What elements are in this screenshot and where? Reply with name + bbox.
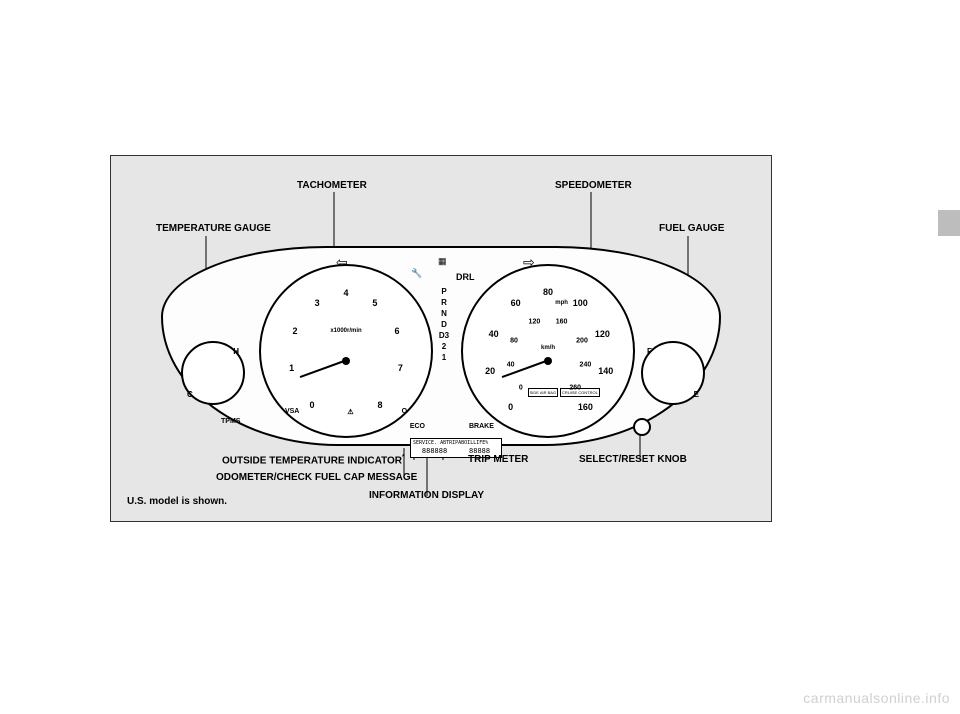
box-airbag: SIDE AIR BAG bbox=[528, 388, 558, 397]
mph-unit: mph bbox=[555, 300, 568, 306]
eco-label: ECO bbox=[410, 423, 425, 430]
tach-o: O bbox=[402, 408, 407, 416]
fuel-empty: E bbox=[694, 390, 699, 399]
sp-60: 60 bbox=[511, 298, 521, 308]
fuel-gauge: F E bbox=[641, 341, 705, 405]
gear-p: P bbox=[429, 286, 459, 297]
tach-tick-6: 6 bbox=[394, 326, 399, 336]
fuel-full: F bbox=[647, 347, 652, 356]
label-odometer: ODOMETER/CHECK FUEL CAP MESSAGE bbox=[216, 472, 417, 483]
tach-tick-2: 2 bbox=[292, 326, 297, 336]
tach-warn-icon: ⚠ bbox=[347, 408, 353, 416]
spi-200: 200 bbox=[576, 337, 588, 344]
box-cruise: CRUISE CONTROL bbox=[560, 388, 600, 397]
tpms-label: TPMS bbox=[221, 418, 240, 425]
sp-140: 140 bbox=[598, 366, 613, 376]
spi-40: 40 bbox=[507, 361, 515, 368]
right-turn-icon: ⇨ bbox=[523, 254, 535, 271]
sp-20: 20 bbox=[485, 366, 495, 376]
label-trip-meter: TRIP METER bbox=[468, 454, 528, 465]
info-seg1: 888888 bbox=[422, 447, 447, 455]
tach-vsa: VSA bbox=[285, 408, 299, 416]
spi-80: 80 bbox=[510, 337, 518, 344]
model-note: U.S. model is shown. bbox=[127, 496, 227, 507]
speedo-boxes: SIDE AIR BAG CRUISE CONTROL bbox=[528, 388, 600, 397]
tach-tick-5: 5 bbox=[372, 298, 377, 308]
kmh-unit: km/h bbox=[541, 345, 555, 351]
sp-80: 80 bbox=[543, 287, 553, 297]
temperature-gauge: H C bbox=[181, 341, 245, 405]
tach-needle bbox=[300, 359, 348, 378]
temp-hot: H bbox=[233, 347, 239, 356]
brake-label: BRAKE bbox=[469, 423, 494, 430]
diagram-frame: TACHOMETER SPEEDOMETER TEMPERATURE GAUGE… bbox=[110, 155, 772, 522]
wrench-icon: 🔧 bbox=[411, 268, 422, 279]
sp-0: 0 bbox=[508, 402, 513, 412]
tach-tick-3: 3 bbox=[315, 298, 320, 308]
drl-label: DRL bbox=[456, 272, 475, 282]
gear-indicator: P R N D D3 2 1 bbox=[429, 286, 459, 363]
temp-cold: C bbox=[187, 390, 193, 399]
select-reset-knob[interactable] bbox=[633, 418, 651, 436]
sp-100: 100 bbox=[573, 298, 588, 308]
sp-120: 120 bbox=[595, 329, 610, 339]
label-info-display: INFORMATION DISPLAY bbox=[369, 490, 484, 501]
left-turn-icon: ⇦ bbox=[336, 254, 348, 271]
gear-2: 2 bbox=[429, 341, 459, 352]
spi-160: 160 bbox=[556, 319, 568, 326]
info-header: SERVICE. ABTRIPABOILLIFE% bbox=[413, 440, 499, 446]
tach-tick-7: 7 bbox=[398, 363, 403, 373]
page-tab bbox=[938, 210, 960, 236]
instrument-cluster: 0 1 2 3 4 5 6 7 8 x1000r/min VSA ⚠ O ECO… bbox=[161, 246, 721, 446]
tachometer-gauge: 0 1 2 3 4 5 6 7 8 x1000r/min VSA ⚠ O ECO bbox=[259, 264, 433, 438]
watermark: carmanualsonline.info bbox=[803, 690, 950, 706]
spi-120: 120 bbox=[529, 319, 541, 326]
gear-1: 1 bbox=[429, 352, 459, 363]
tach-tick-1: 1 bbox=[289, 363, 294, 373]
spi-240: 240 bbox=[580, 361, 592, 368]
spi-0: 0 bbox=[519, 385, 523, 392]
gear-d3: D3 bbox=[429, 330, 459, 341]
car-icon: ▦ bbox=[438, 256, 447, 267]
gear-n: N bbox=[429, 308, 459, 319]
tach-footer: VSA ⚠ O bbox=[261, 408, 431, 416]
sp-40: 40 bbox=[489, 329, 499, 339]
sp-160: 160 bbox=[578, 402, 593, 412]
speedometer-gauge: 0 20 40 60 80 100 120 140 160 mph 0 40 8… bbox=[461, 264, 635, 438]
label-select-reset: SELECT/RESET KNOB bbox=[579, 454, 687, 465]
gear-d: D bbox=[429, 319, 459, 330]
label-outside-temp: OUTSIDE TEMPERATURE INDICATOR* bbox=[222, 454, 405, 466]
gear-r: R bbox=[429, 297, 459, 308]
tach-unit: x1000r/min bbox=[330, 328, 361, 334]
tach-tick-4: 4 bbox=[343, 288, 348, 298]
